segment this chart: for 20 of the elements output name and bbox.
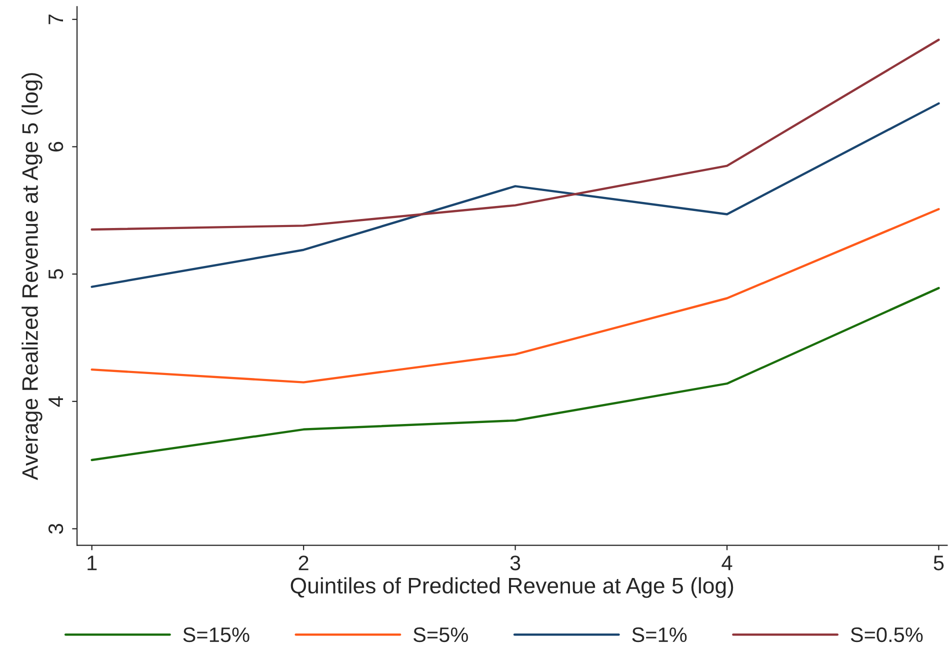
x-tick-label: 2	[298, 556, 308, 570]
y-tick-label: 7	[48, 14, 63, 24]
x-tick-label: 3	[510, 556, 520, 570]
line-series	[90, 38, 940, 231]
y-axis-title: Average Realized Revenue at Age 5 (log)	[22, 73, 42, 480]
y-tick-label: 4	[48, 396, 63, 407]
x-tick-label: 1	[88, 556, 97, 570]
legend-label: S=1%	[632, 627, 687, 642]
line-series	[90, 208, 940, 384]
line-series	[90, 286, 940, 462]
y-tick-label: 5	[48, 269, 64, 280]
legend-label: S=15%	[183, 627, 250, 642]
x-tick-label: 4	[722, 556, 732, 570]
y-tick-label: 3	[48, 524, 64, 534]
x-tick-label: 5	[934, 556, 944, 570]
legend-label: S=0.5%	[850, 627, 923, 642]
x-axis-title: Quintiles of Predicted Revenue at Age 5 (log)	[290, 577, 734, 598]
y-tick-label: 6	[48, 142, 64, 152]
legend-label: S=5%	[413, 627, 468, 642]
line-series	[90, 102, 940, 288]
